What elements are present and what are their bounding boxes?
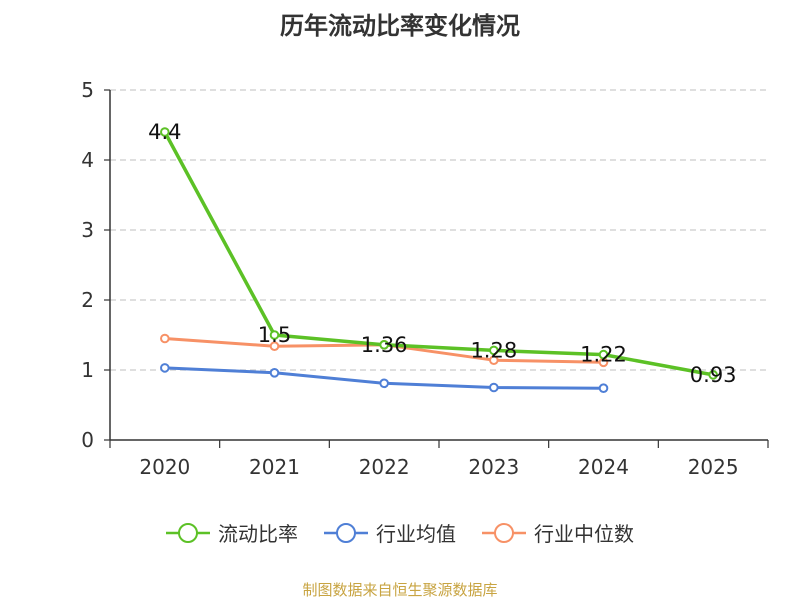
legend-line-circle-icon: [324, 522, 368, 543]
legend-line-circle-icon: [482, 522, 526, 543]
series-line: [163, 131, 714, 377]
data-point[interactable]: [708, 370, 718, 380]
legend-line-circle-icon: [166, 522, 210, 543]
x-tick-label: 2020: [139, 455, 190, 479]
grid-lines: [110, 89, 768, 371]
y-tick-label: 3: [81, 218, 94, 242]
axes: 0 1 2 3 4 5 2020 2021 2022 2023 2024 2025: [81, 78, 769, 479]
y-tick-label: 4: [81, 148, 94, 172]
data-label: 1.22: [580, 343, 627, 367]
y-tick-label: 0: [81, 428, 94, 452]
data-point[interactable]: [269, 330, 280, 340]
x-tick-label: 2025: [688, 455, 739, 479]
legend-label: 行业中位数: [534, 522, 634, 546]
data-label: 1.5: [258, 323, 291, 347]
y-tick-label: 1: [81, 358, 94, 382]
legend-item-industry-median[interactable]: 行业中位数: [482, 518, 634, 547]
x-tick-label: 2021: [249, 455, 300, 479]
data-point[interactable]: [489, 345, 499, 356]
legend: 流动比率 行业均值 行业中位数: [0, 518, 800, 547]
legend-item-industry-mean[interactable]: 行业均值: [324, 518, 456, 547]
series-lines: [160, 127, 718, 394]
data-labels: 4.4 1.5 1.36 1.28 1.22 0.93: [148, 120, 736, 387]
chart-title: 历年流动比率变化情况: [280, 12, 520, 40]
x-tick-label: 2023: [468, 455, 519, 479]
x-tick-label: 2024: [578, 455, 629, 479]
x-tick-label: 2022: [359, 455, 410, 479]
data-point[interactable]: [160, 333, 170, 344]
data-point[interactable]: [160, 363, 170, 373]
data-label: 0.93: [690, 363, 737, 387]
data-label: 1.28: [470, 338, 517, 362]
y-tick-label: 5: [81, 78, 94, 102]
data-point[interactable]: [379, 378, 389, 389]
legend-label: 行业均值: [376, 522, 456, 546]
data-point[interactable]: [269, 368, 280, 378]
data-label: 4.4: [148, 120, 181, 144]
legend-label: 流动比率: [218, 522, 298, 546]
data-point[interactable]: [598, 349, 609, 360]
legend-item-current-ratio[interactable]: 流动比率: [166, 518, 298, 547]
source-note: 制图数据来自恒生聚源数据库: [302, 581, 498, 599]
y-tick-label: 2: [81, 288, 94, 312]
data-point[interactable]: [598, 383, 609, 394]
data-label: 1.36: [361, 333, 408, 357]
data-point[interactable]: [379, 340, 389, 350]
data-point[interactable]: [160, 127, 170, 137]
data-point[interactable]: [269, 341, 280, 352]
data-point[interactable]: [489, 382, 499, 393]
data-point[interactable]: [489, 355, 499, 366]
